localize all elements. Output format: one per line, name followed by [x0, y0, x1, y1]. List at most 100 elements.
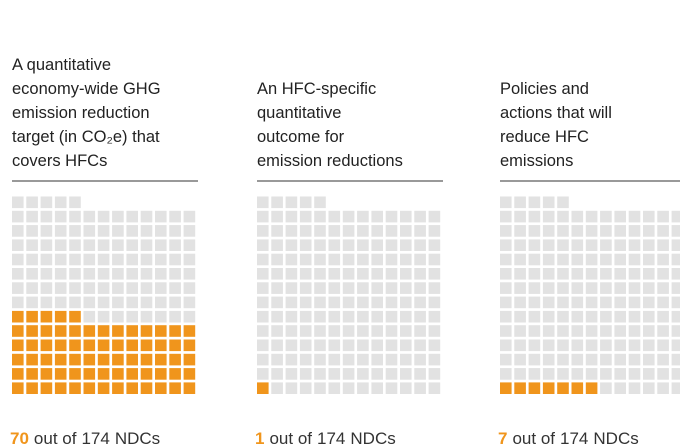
- base-square: [257, 210, 269, 223]
- base-square: [314, 210, 326, 223]
- base-square: [628, 239, 641, 251]
- base-square: [257, 325, 269, 337]
- base-square: [428, 268, 441, 280]
- base-square: [643, 253, 655, 266]
- base-square: [585, 353, 598, 366]
- base-square: [528, 253, 541, 266]
- highlight-square: [83, 353, 96, 366]
- base-square: [328, 239, 341, 251]
- base-square: [542, 353, 555, 366]
- highlight-square: [54, 325, 67, 337]
- base-square: [285, 268, 298, 280]
- highlight-square: [12, 368, 24, 380]
- base-square: [342, 210, 355, 223]
- footer: 7 out of 174 NDCs: [498, 429, 639, 448]
- base-square: [69, 225, 81, 237]
- base-square: [600, 210, 612, 223]
- base-square: [614, 382, 626, 394]
- base-square: [140, 253, 153, 266]
- base-square: [328, 282, 341, 294]
- base-square: [69, 268, 81, 280]
- base-square: [328, 368, 341, 380]
- base-square: [40, 225, 53, 237]
- base-square: [414, 325, 426, 337]
- base-square: [371, 353, 383, 366]
- base-square: [112, 268, 124, 280]
- base-square: [371, 282, 383, 294]
- base-square: [671, 253, 680, 266]
- base-square: [500, 296, 512, 309]
- highlight-square: [40, 368, 53, 380]
- base-square: [285, 239, 298, 251]
- base-square: [628, 210, 641, 223]
- panel-title-line: quantitative: [257, 104, 341, 122]
- base-square: [342, 239, 355, 251]
- base-square: [414, 368, 426, 380]
- base-square: [671, 282, 680, 294]
- base-square: [12, 268, 24, 280]
- base-square: [285, 225, 298, 237]
- base-square: [257, 310, 269, 323]
- base-square: [357, 225, 369, 237]
- base-square: [155, 296, 167, 309]
- base-square: [614, 225, 626, 237]
- base-square: [69, 296, 81, 309]
- base-square: [183, 253, 196, 266]
- base-square: [542, 339, 555, 352]
- base-square: [169, 253, 181, 266]
- highlight-square: [69, 325, 81, 337]
- base-square: [657, 210, 669, 223]
- base-square: [97, 310, 110, 323]
- base-square: [600, 268, 612, 280]
- base-square: [97, 282, 110, 294]
- base-square: [285, 339, 298, 352]
- base-square: [299, 196, 312, 209]
- highlight-square: [26, 339, 38, 352]
- base-square: [385, 296, 398, 309]
- base-square: [671, 382, 680, 394]
- panel-title-line: actions that will: [500, 104, 612, 122]
- highlight-square: [140, 353, 153, 366]
- panel: A quantitative economy-wide GHG emission r…: [10, 56, 198, 448]
- base-square: [500, 325, 512, 337]
- base-square: [169, 296, 181, 309]
- highlight-square: [26, 368, 38, 380]
- base-square: [614, 353, 626, 366]
- base-square: [257, 268, 269, 280]
- base-square: [600, 382, 612, 394]
- base-square: [183, 268, 196, 280]
- base-square: [657, 253, 669, 266]
- base-square: [140, 310, 153, 323]
- base-square: [126, 210, 138, 223]
- base-square: [628, 382, 641, 394]
- base-square: [285, 353, 298, 366]
- panel-title-line: economy-wide GHG: [12, 80, 161, 98]
- base-square: [400, 253, 412, 266]
- highlight-square: [97, 325, 110, 337]
- base-square: [614, 310, 626, 323]
- base-square: [643, 382, 655, 394]
- highlight-square: [54, 310, 67, 323]
- base-square: [400, 225, 412, 237]
- highlight-square: [54, 353, 67, 366]
- count-label: 7: [498, 429, 507, 448]
- base-square: [155, 310, 167, 323]
- base-square: [600, 253, 612, 266]
- highlight-square: [155, 382, 167, 394]
- base-square: [628, 268, 641, 280]
- highlight-square: [12, 310, 24, 323]
- base-square: [600, 339, 612, 352]
- base-square: [26, 296, 38, 309]
- base-square: [414, 296, 426, 309]
- base-square: [271, 282, 283, 294]
- base-square: [169, 210, 181, 223]
- base-square: [83, 268, 96, 280]
- base-square: [414, 353, 426, 366]
- base-square: [628, 325, 641, 337]
- base-square: [40, 239, 53, 251]
- highlight-square: [40, 310, 53, 323]
- highlight-square: [69, 353, 81, 366]
- highlight-square: [126, 368, 138, 380]
- base-square: [657, 325, 669, 337]
